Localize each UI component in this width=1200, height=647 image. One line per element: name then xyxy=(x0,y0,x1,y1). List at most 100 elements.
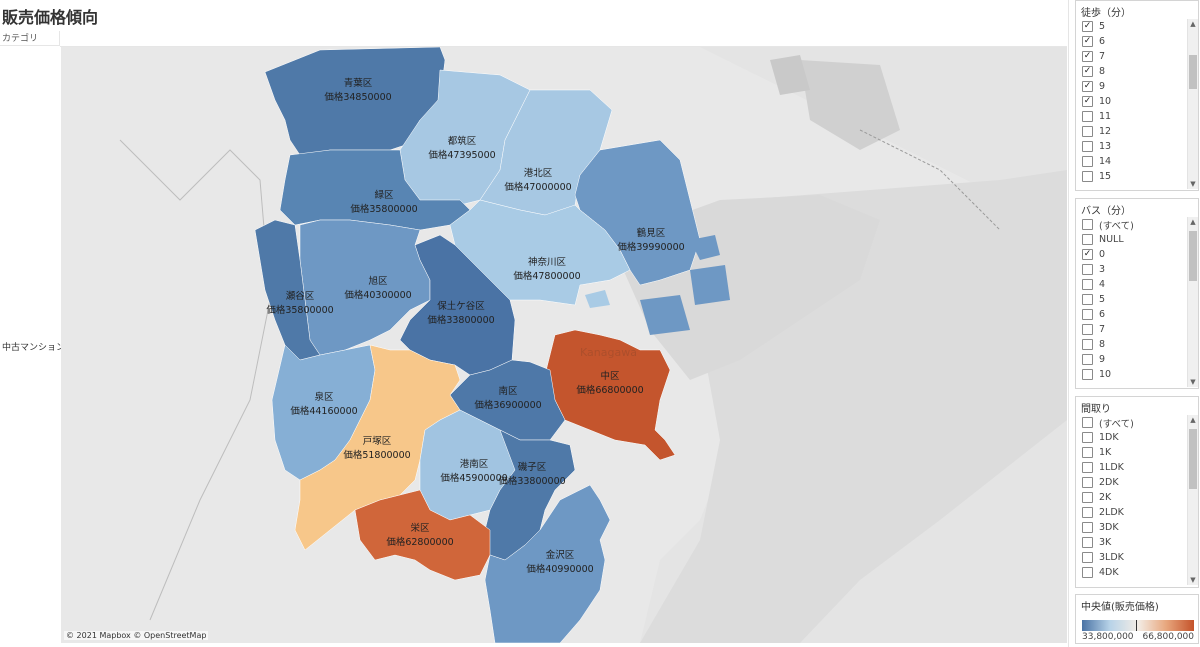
filter-layout-scrollbar[interactable]: ▲ ▼ xyxy=(1187,415,1198,585)
label-izumi-price: 価格44160000 xyxy=(290,405,357,417)
filter-bus-option[interactable]: 3 xyxy=(1076,262,1198,277)
checkbox-unchecked-icon[interactable] xyxy=(1082,552,1093,563)
filter-bus-option[interactable]: 7 xyxy=(1076,322,1198,337)
checkbox-unchecked-icon[interactable] xyxy=(1082,537,1093,548)
checkbox-checked-icon[interactable]: ✓ xyxy=(1082,66,1093,77)
filter-layout-option[interactable]: 3K xyxy=(1076,535,1198,550)
filter-option-label: (すべて) xyxy=(1099,220,1134,232)
scroll-up-icon[interactable]: ▲ xyxy=(1190,20,1196,28)
checkbox-unchecked-icon[interactable] xyxy=(1082,294,1093,305)
filter-layout-option[interactable]: 1K xyxy=(1076,445,1198,460)
filter-layout-option[interactable]: 3LDK xyxy=(1076,550,1198,565)
checkbox-unchecked-icon[interactable] xyxy=(1082,567,1093,578)
filter-bus-option[interactable]: 5 xyxy=(1076,292,1198,307)
filter-walk-option[interactable]: ✓ 7 xyxy=(1076,49,1198,64)
checkbox-checked-icon[interactable]: ✓ xyxy=(1082,21,1093,32)
filter-option-label: 11 xyxy=(1099,111,1112,122)
checkbox-unchecked-icon[interactable] xyxy=(1082,141,1093,152)
filter-walk-option[interactable]: ✓ 5 xyxy=(1076,19,1198,34)
filter-bus-option[interactable]: 4 xyxy=(1076,277,1198,292)
filter-layout-option[interactable]: 2DK xyxy=(1076,475,1198,490)
checkbox-unchecked-icon[interactable] xyxy=(1082,264,1093,275)
filter-bus-option[interactable]: 9 xyxy=(1076,352,1198,367)
filter-bus-option[interactable]: NULL xyxy=(1076,232,1198,247)
filter-option-label: NULL xyxy=(1099,234,1124,245)
checkbox-unchecked-icon[interactable] xyxy=(1082,507,1093,518)
checkbox-unchecked-icon[interactable] xyxy=(1082,447,1093,458)
scroll-down-icon[interactable]: ▼ xyxy=(1190,180,1196,188)
checkbox-unchecked-icon[interactable] xyxy=(1082,354,1093,365)
checkbox-checked-icon[interactable]: ✓ xyxy=(1082,51,1093,62)
filter-layout-option[interactable]: 3DK xyxy=(1076,520,1198,535)
filter-layout-option[interactable]: 2K xyxy=(1076,490,1198,505)
ward-tsurumi[interactable] xyxy=(574,139,701,286)
filter-walk-option[interactable]: 12 xyxy=(1076,124,1198,139)
label-kanazawa-name: 金沢区 xyxy=(546,549,575,561)
checkbox-unchecked-icon[interactable] xyxy=(1082,522,1093,533)
row-label: 中古マンション xyxy=(2,343,66,353)
filter-bus-option[interactable]: 8 xyxy=(1076,337,1198,352)
filter-bus-option[interactable]: 6 xyxy=(1076,307,1198,322)
filter-option-label: 5 xyxy=(1099,294,1106,305)
scroll-thumb[interactable] xyxy=(1189,55,1197,89)
checkbox-unchecked-icon[interactable] xyxy=(1082,171,1093,182)
filter-layout-option[interactable]: 1LDK xyxy=(1076,460,1198,475)
label-kanagawa-name: 神奈川区 xyxy=(528,256,567,268)
filter-layout-option[interactable]: 1DK xyxy=(1076,430,1198,445)
filter-option-label: 9 xyxy=(1099,354,1106,365)
checkbox-unchecked-icon[interactable] xyxy=(1082,417,1093,428)
filter-walk-option[interactable]: ✓ 6 xyxy=(1076,34,1198,49)
checkbox-unchecked-icon[interactable] xyxy=(1082,324,1093,335)
checkbox-unchecked-icon[interactable] xyxy=(1082,309,1093,320)
checkbox-unchecked-icon[interactable] xyxy=(1082,369,1093,380)
checkbox-unchecked-icon[interactable] xyxy=(1082,279,1093,290)
checkbox-checked-icon[interactable]: ✓ xyxy=(1082,81,1093,92)
checkbox-unchecked-icon[interactable] xyxy=(1082,477,1093,488)
checkbox-unchecked-icon[interactable] xyxy=(1082,339,1093,350)
filter-walk-option[interactable]: ✓ 9 xyxy=(1076,79,1198,94)
filter-bus-scrollbar[interactable]: ▲ ▼ xyxy=(1187,217,1198,387)
filter-bus-option[interactable]: 10 xyxy=(1076,367,1198,382)
checkbox-unchecked-icon[interactable] xyxy=(1082,462,1093,473)
filter-option-label: 9 xyxy=(1099,81,1106,92)
filter-option-label: 13 xyxy=(1099,141,1112,152)
map-attribution[interactable]: © 2021 Mapbox © OpenStreetMap xyxy=(64,631,209,640)
filter-walk-scrollbar[interactable]: ▲ ▼ xyxy=(1187,19,1198,189)
label-naka-name: 中区 xyxy=(600,370,620,382)
filter-layout-option[interactable]: (すべて) xyxy=(1076,415,1198,430)
filter-walk-option[interactable]: ✓ 8 xyxy=(1076,64,1198,79)
checkbox-unchecked-icon[interactable] xyxy=(1082,219,1093,230)
filter-walk-option[interactable]: 11 xyxy=(1076,109,1198,124)
filter-walk-option[interactable]: 14 xyxy=(1076,154,1198,169)
map-canvas[interactable]: 青葉区 価格34850000 都筑区 価格47395000 港北区 価格4700… xyxy=(61,47,1067,643)
scroll-thumb[interactable] xyxy=(1189,231,1197,281)
checkbox-unchecked-icon[interactable] xyxy=(1082,234,1093,245)
scroll-up-icon[interactable]: ▲ xyxy=(1190,416,1196,424)
filter-walk-option[interactable]: ✓ 10 xyxy=(1076,94,1198,109)
scroll-thumb[interactable] xyxy=(1189,429,1197,489)
ward-aoba[interactable] xyxy=(264,47,446,156)
label-sakae-price: 価格62800000 xyxy=(386,536,453,548)
filter-layout-option[interactable]: 4DK xyxy=(1076,565,1198,580)
checkbox-unchecked-icon[interactable] xyxy=(1082,156,1093,167)
checkbox-unchecked-icon[interactable] xyxy=(1082,126,1093,137)
filter-option-label: 4 xyxy=(1099,279,1106,290)
filter-option-label: 4DK xyxy=(1099,567,1119,578)
checkbox-unchecked-icon[interactable] xyxy=(1082,111,1093,122)
checkbox-checked-icon[interactable]: ✓ xyxy=(1082,36,1093,47)
filter-walk-option[interactable]: 15 xyxy=(1076,169,1198,184)
scroll-down-icon[interactable]: ▼ xyxy=(1190,378,1196,386)
choropleth-map[interactable]: 青葉区 価格34850000 都筑区 価格47395000 港北区 価格4700… xyxy=(61,47,1067,643)
ward-kanazawa[interactable] xyxy=(484,484,611,643)
filter-walk: 徒歩（分） ✓ 5 ✓ 6 ✓ 7 ✓ 8 ✓ 9 ✓ 10 11 12 13 14 15 ▲ ▼ xyxy=(1075,0,1199,191)
filter-bus-option[interactable]: (すべて) xyxy=(1076,217,1198,232)
checkbox-checked-icon[interactable]: ✓ xyxy=(1082,96,1093,107)
filter-layout-option[interactable]: 2LDK xyxy=(1076,505,1198,520)
filter-bus-option[interactable]: ✓ 0 xyxy=(1076,247,1198,262)
scroll-down-icon[interactable]: ▼ xyxy=(1190,576,1196,584)
checkbox-unchecked-icon[interactable] xyxy=(1082,432,1093,443)
checkbox-unchecked-icon[interactable] xyxy=(1082,492,1093,503)
filter-walk-option[interactable]: 13 xyxy=(1076,139,1198,154)
scroll-up-icon[interactable]: ▲ xyxy=(1190,218,1196,226)
checkbox-checked-icon[interactable]: ✓ xyxy=(1082,249,1093,260)
